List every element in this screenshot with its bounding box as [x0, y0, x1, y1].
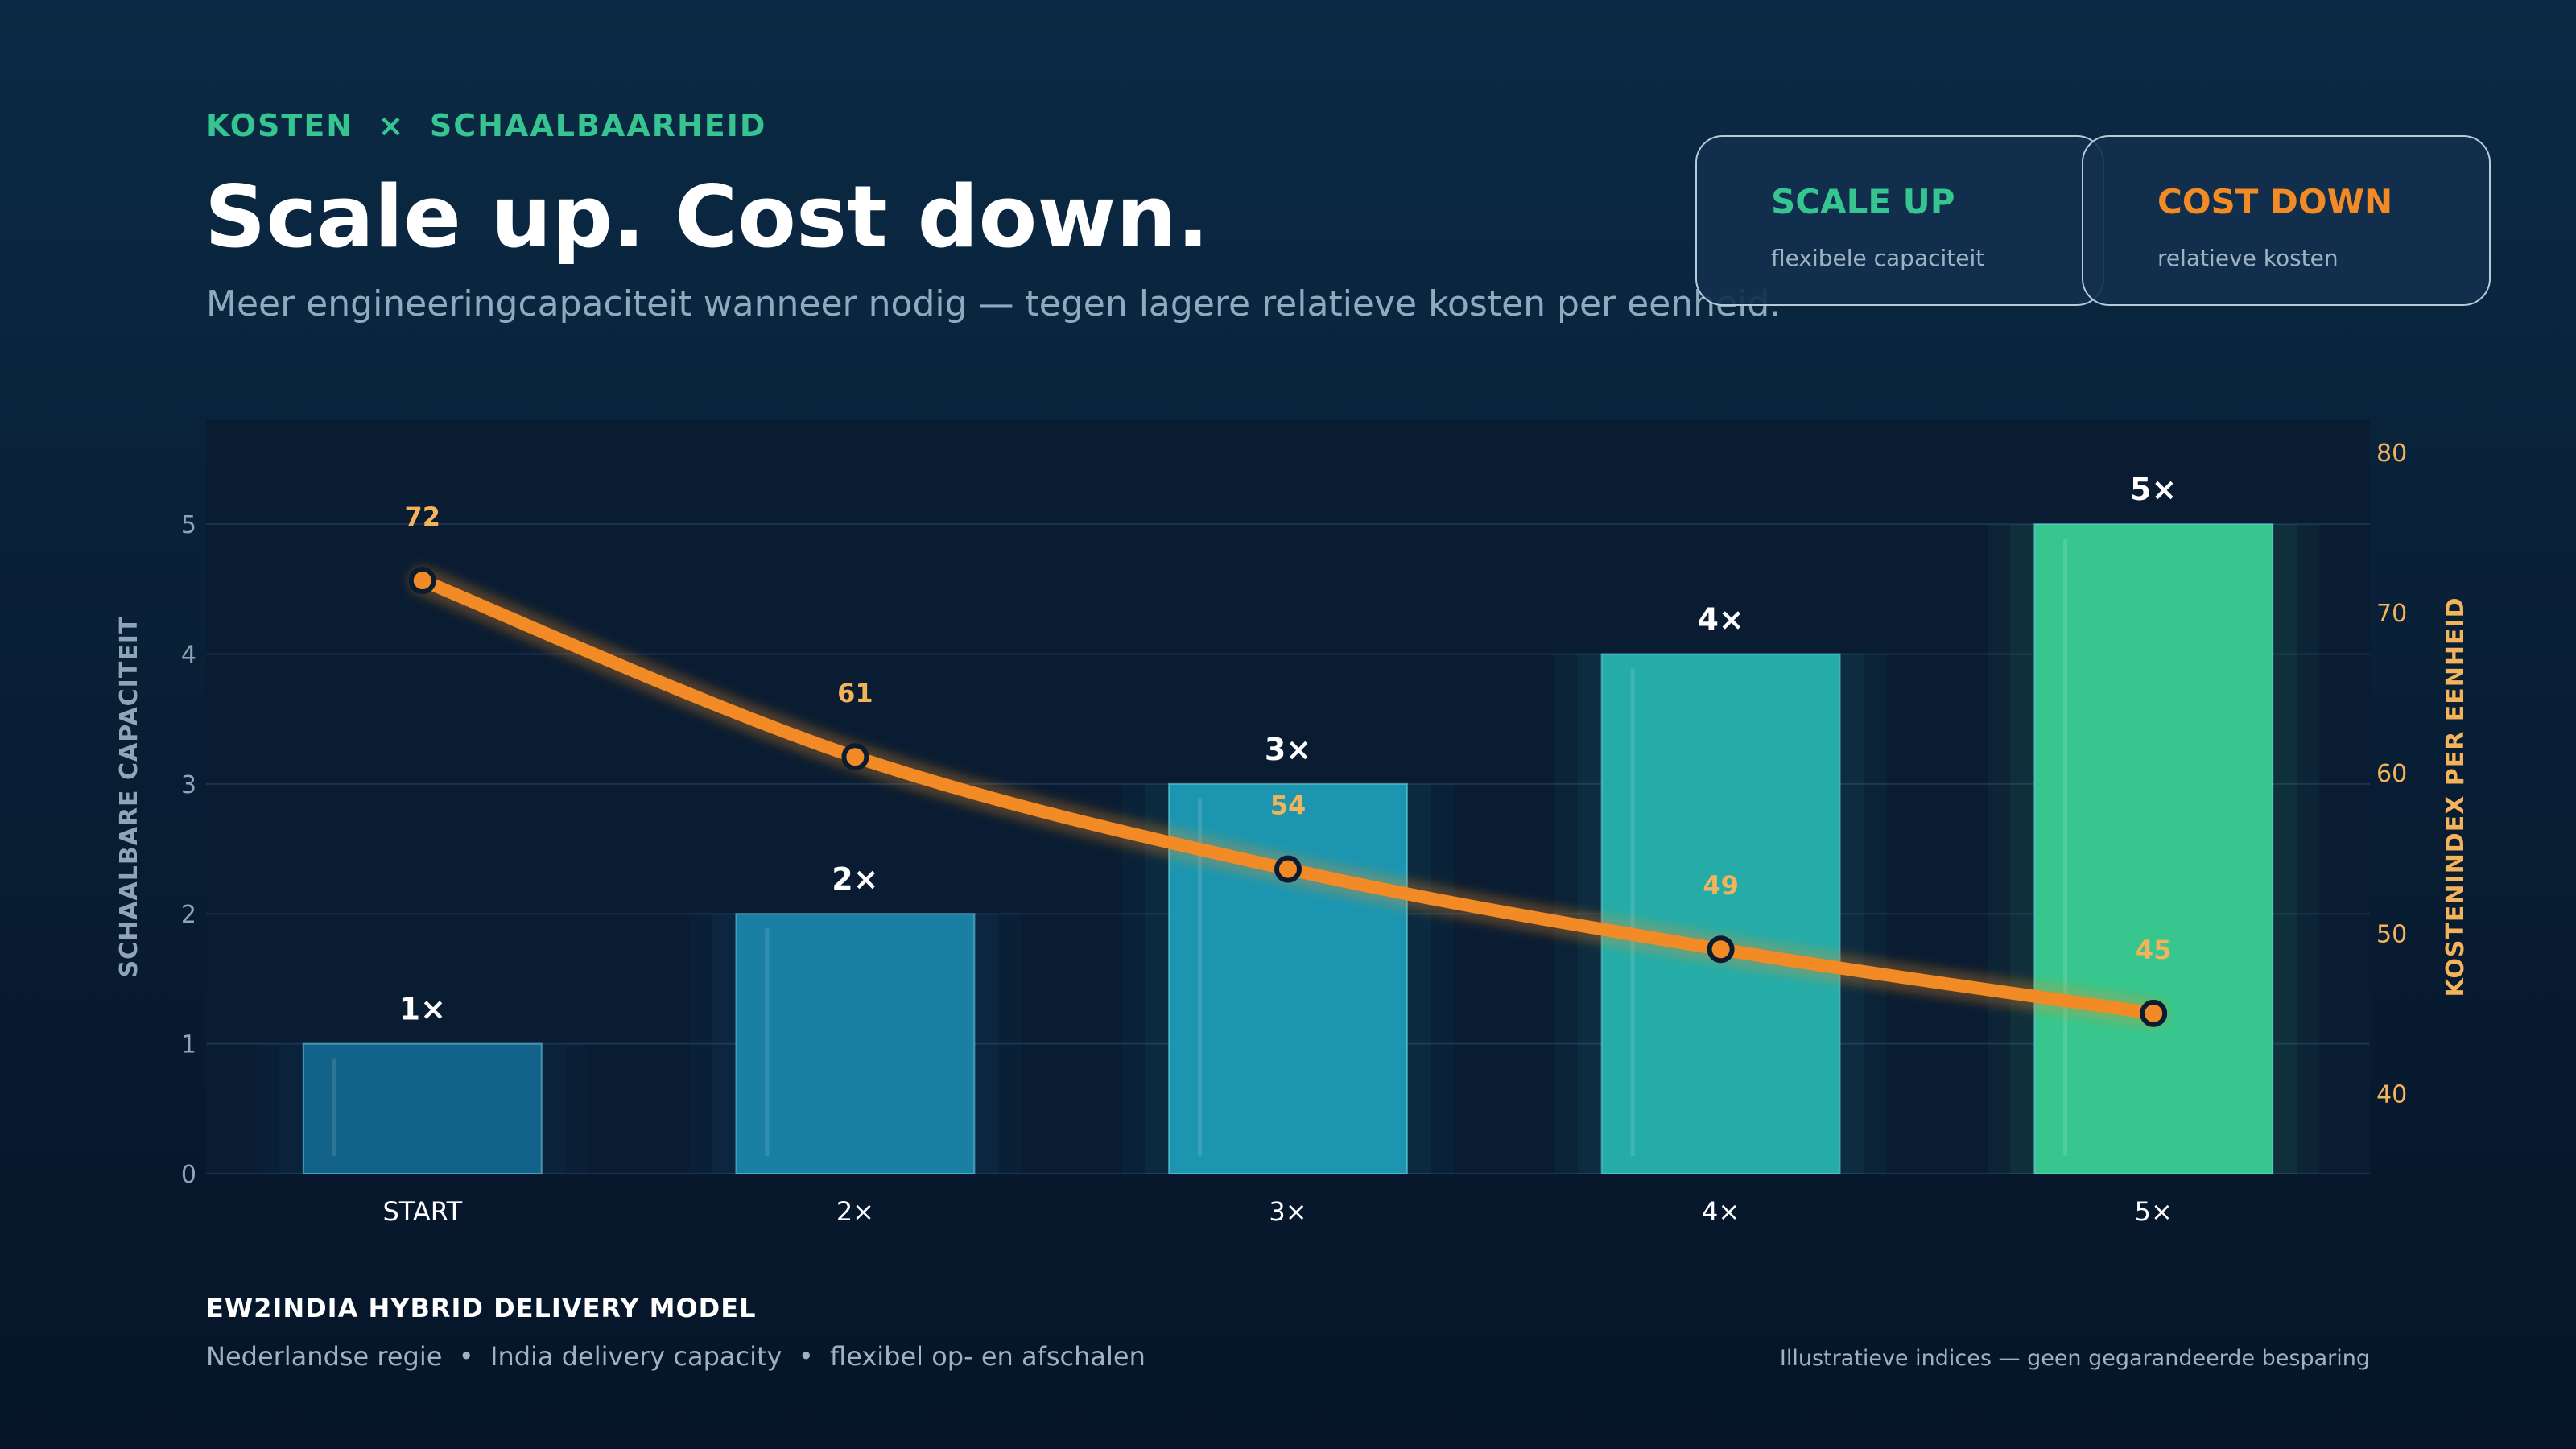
footer-title: EW2INDIA HYBRID DELIVERY MODEL	[206, 1293, 757, 1323]
cost-value-label: 45	[2136, 935, 2172, 965]
cost-point	[1707, 935, 1735, 964]
y-left-tick-label: 1	[181, 1031, 196, 1059]
y-right-tick-label: 40	[2376, 1080, 2407, 1108]
y-left-tick-label: 0	[181, 1161, 196, 1189]
page-subtitle: Meer engineeringcapaciteit wanneer nodig…	[206, 283, 1781, 324]
x-tick-label: 3×	[1269, 1196, 1307, 1227]
cost-point	[2140, 999, 2168, 1027]
y-left-tick-label: 4	[181, 641, 196, 669]
bar-value-label: 3×	[1265, 732, 1311, 767]
bar	[735, 913, 976, 1174]
page-title: Scale up. Cost down.	[204, 167, 1209, 266]
y-left-tick-label: 2	[181, 901, 196, 929]
y-left-axis-title: SCHAALBARE CAPACITEIT	[115, 617, 143, 978]
cost-down-card-subtitle: relatieve kosten	[2157, 245, 2339, 271]
bar-value-label: 5×	[2130, 472, 2177, 507]
y-right-axis-title: KOSTENINDEX PER EENHEID	[2442, 597, 2470, 997]
footer-subtitle: Nederlandse regie • India delivery capac…	[206, 1341, 1146, 1372]
x-tick-label: START	[382, 1196, 462, 1227]
bar-value-label: 1×	[399, 992, 446, 1027]
bar-series: 1× 2× 3× 4× 5×	[256, 472, 2320, 1175]
cost-value-label: 72	[405, 502, 441, 532]
bar-highlight	[1198, 798, 1202, 1156]
cost-value-label: 49	[1703, 870, 1739, 901]
cost-down-card-title: COST DOWN	[2157, 182, 2393, 221]
y-left-tick-label: 3	[181, 771, 196, 799]
x-tick-label: 5×	[2135, 1196, 2173, 1227]
y-right-tick-label: 50	[2376, 920, 2407, 948]
scale-up-card-title: SCALE UP	[1771, 182, 1955, 221]
scale-up-card: SCALE UP flexibele capaciteit	[1695, 135, 2104, 306]
bar-highlight	[332, 1058, 336, 1156]
cost-point	[1274, 855, 1302, 883]
footer-disclaimer: Illustratieve indices — geen gegarandeer…	[1779, 1346, 2370, 1371]
cost-line-series: 72 61 54 49 45	[405, 502, 2172, 1028]
scale-up-card-subtitle: flexibele capaciteit	[1771, 245, 1985, 271]
cost-value-label: 61	[837, 678, 873, 708]
y-right-tick-label: 60	[2376, 760, 2407, 788]
y-left-tick-label: 5	[181, 511, 196, 539]
bar-value-label: 2×	[832, 861, 878, 897]
y-right-tick-label: 80	[2376, 440, 2407, 468]
cost-point	[841, 743, 869, 771]
bar	[302, 1042, 543, 1175]
bar-value-label: 4×	[1697, 601, 1744, 637]
bar-highlight	[2063, 539, 2068, 1156]
eyebrow: KOSTEN × SCHAALBAARHEID	[206, 108, 767, 143]
y-right-tick-label: 70	[2376, 600, 2407, 628]
cost-down-card: COST DOWN relatieve kosten	[2082, 135, 2491, 306]
bar-highlight	[1630, 668, 1635, 1156]
bar	[1600, 653, 1841, 1174]
cost-value-label: 54	[1270, 791, 1307, 821]
x-tick-label: 2×	[836, 1196, 874, 1227]
bar-highlight	[765, 928, 770, 1156]
bar	[2033, 523, 2274, 1174]
x-tick-label: 4×	[1702, 1196, 1740, 1227]
cost-point	[408, 567, 436, 595]
